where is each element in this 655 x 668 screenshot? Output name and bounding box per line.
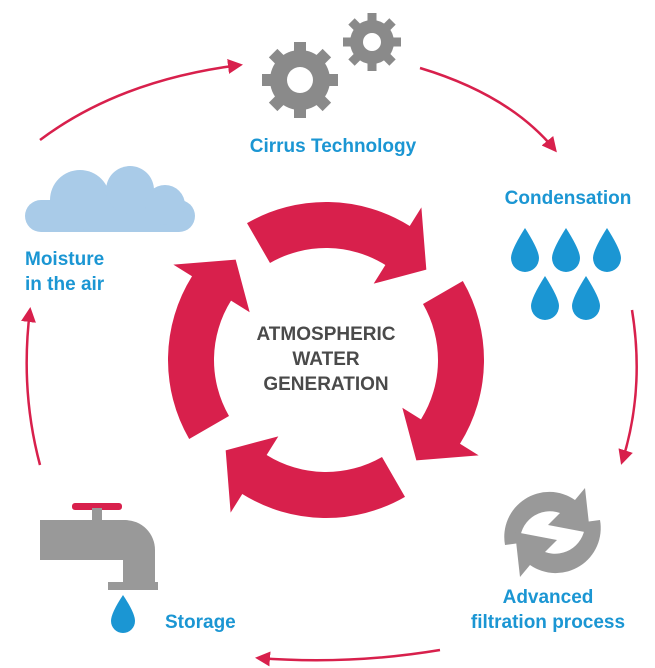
center-cycle	[168, 202, 484, 518]
outer-arrows	[21, 59, 638, 667]
drops-icon	[111, 228, 621, 633]
gears-icon	[262, 13, 401, 118]
cycle-arrow	[247, 202, 427, 284]
step-label: Storage	[165, 612, 236, 633]
tap-icon	[40, 503, 158, 590]
cloud-icon	[25, 166, 195, 232]
step-label: Cirrus Technology	[250, 136, 417, 157]
center-title: WATER	[292, 349, 359, 370]
cycle-arrow	[168, 259, 250, 439]
step-label: Moisture	[25, 249, 104, 270]
step-label: in the air	[25, 274, 105, 295]
step-label: Advanced	[503, 587, 594, 608]
arrow	[255, 648, 441, 667]
cycle-arrow	[402, 281, 484, 461]
arrow	[618, 309, 638, 465]
refresh-icon	[504, 488, 601, 577]
arrow	[39, 59, 243, 142]
step-label: filtration process	[471, 612, 625, 633]
gear-tooth	[367, 42, 377, 71]
center-title: GENERATION	[263, 374, 388, 395]
cycle-arrow	[225, 436, 405, 518]
center-title: ATMOSPHERIC	[257, 324, 396, 345]
gear-tooth	[367, 13, 377, 42]
arrow	[21, 307, 42, 466]
arrow	[419, 66, 557, 153]
step-label: Condensation	[505, 188, 632, 209]
